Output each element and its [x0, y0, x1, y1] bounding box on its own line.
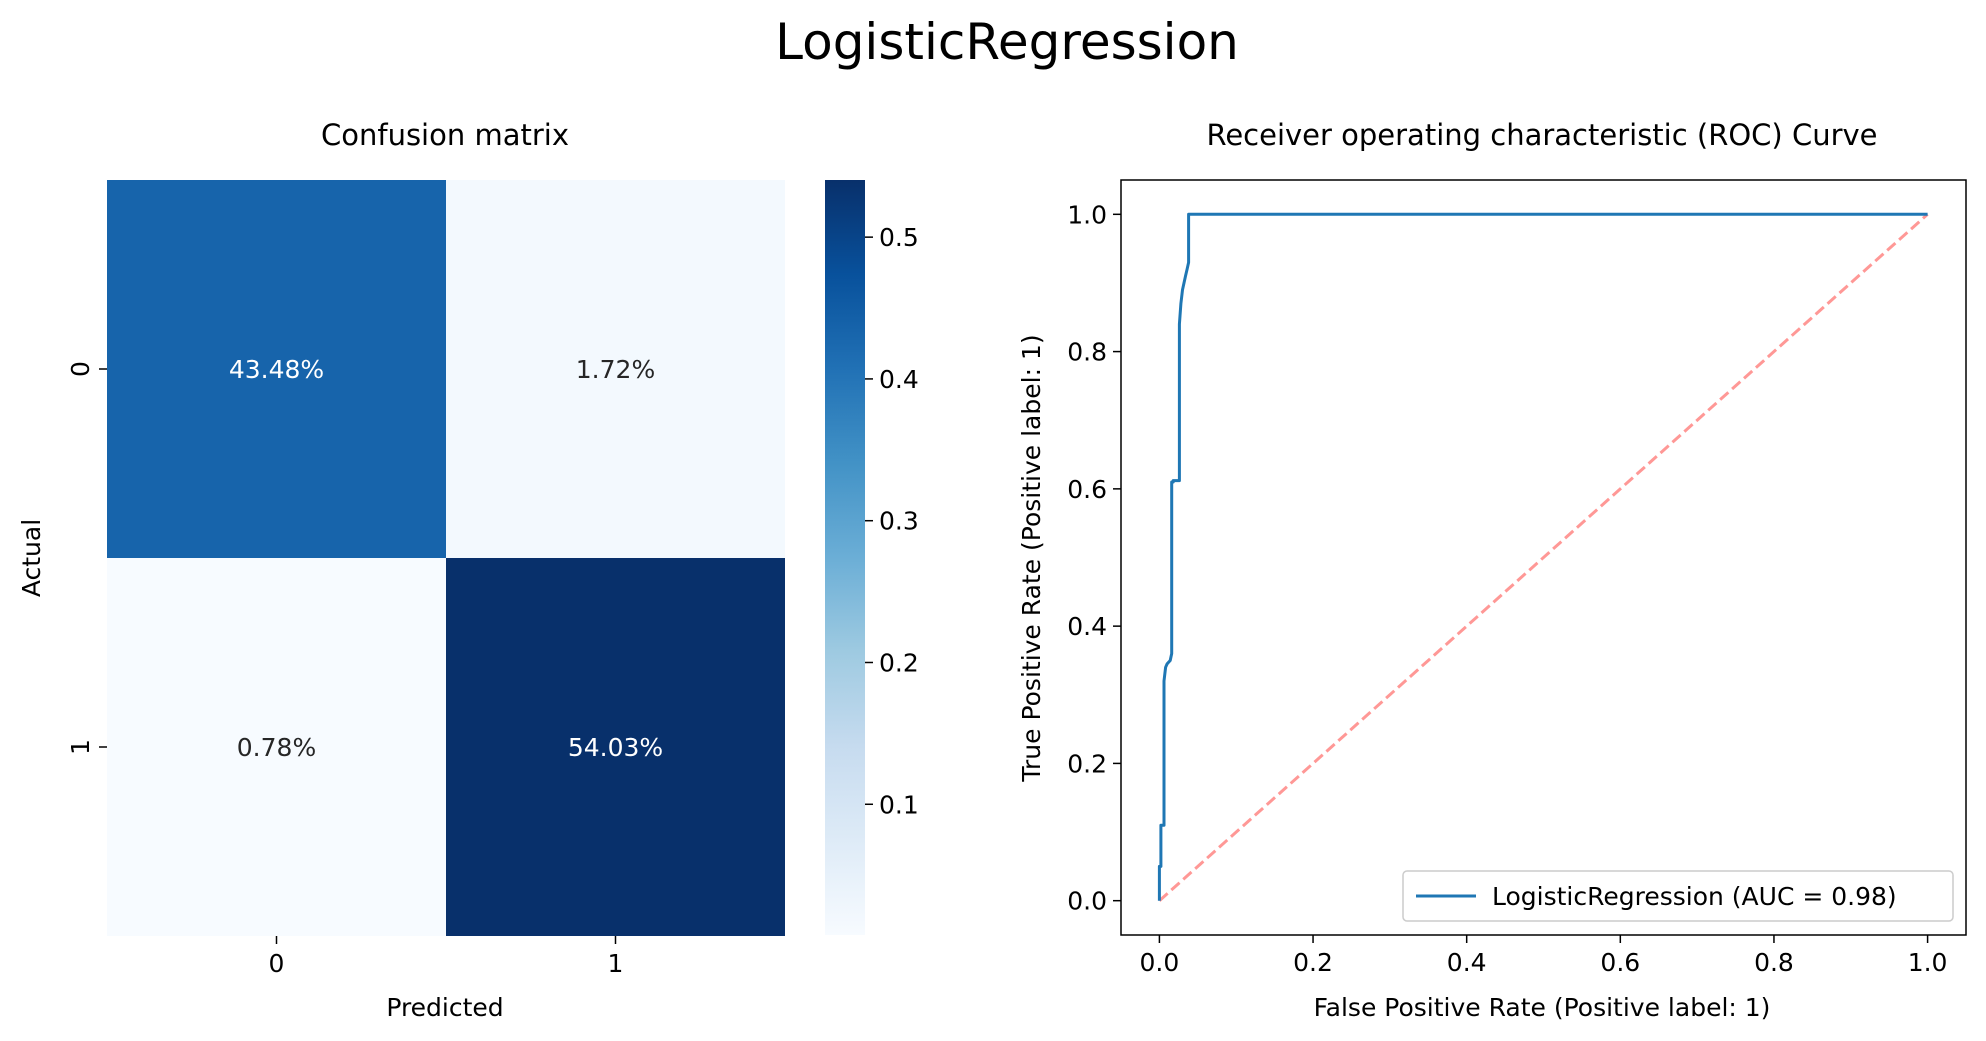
roc-curve-line	[1157, 212, 1928, 901]
roc-x-tick-label: 0.8	[1754, 948, 1794, 977]
roc-title: Receiver operating characteristic (ROC) …	[1206, 118, 1877, 152]
roc-x-tick-label: 0.0	[1140, 948, 1180, 977]
roc-y-ticks: 0.0 0.2 0.4 0.6 0.8 1.0	[1067, 200, 1121, 916]
roc-legend-box	[1402, 870, 1954, 922]
roc-x-tick-label: 0.2	[1293, 948, 1333, 977]
colorbar-tick-label: 0.5	[879, 223, 919, 252]
figure-suptitle: LogisticRegression	[775, 13, 1239, 71]
roc-legend-label: LogisticRegression (AUC = 0.98)	[1492, 882, 1897, 911]
heatmap-annotation-0-0: 43.48%	[229, 355, 324, 384]
confusion-matrix-y-tick-label: 0	[66, 361, 95, 377]
colorbar-tick-label: 0.3	[879, 507, 919, 536]
roc-x-tick-label: 0.4	[1447, 948, 1487, 977]
heatmap-cell-1-1	[446, 558, 785, 936]
colorbar-tick-label: 0.1	[879, 790, 919, 819]
colorbar: 0.1 0.2 0.3 0.4 0.5	[825, 180, 919, 935]
confusion-matrix-xlabel: Predicted	[386, 993, 503, 1022]
colorbar-ticks: 0.1 0.2 0.3 0.4 0.5	[865, 223, 919, 819]
roc-ylabel: True Positive Rate (Positive label: 1)	[1017, 334, 1046, 782]
confusion-matrix-ylabel: Actual	[17, 519, 46, 597]
roc-axes-frame	[1120, 179, 1967, 936]
roc-x-tick-label: 1.0	[1908, 948, 1948, 977]
confusion-matrix-annotations: 43.48% 1.72% 0.78% 54.03%	[229, 355, 663, 762]
chance-diagonal-line	[1158, 213, 1929, 902]
heatmap-cell-1-0	[107, 558, 446, 936]
roc-y-tick-label: 0.6	[1067, 475, 1107, 504]
roc-xlabel: False Positive Rate (Positive label: 1)	[1314, 993, 1771, 1022]
roc-y-tick-label: 0.4	[1067, 612, 1107, 641]
colorbar-gradient	[825, 180, 865, 935]
roc-x-tick-label: 0.6	[1600, 948, 1640, 977]
heatmap-annotation-0-1: 1.72%	[576, 355, 655, 384]
roc-panel: Receiver operating characteristic (ROC) …	[1017, 118, 1967, 1022]
roc-x-ticks: 0.0 0.2 0.4 0.6 0.8 1.0	[1140, 935, 1948, 977]
confusion-matrix-y-tick-label: 1	[66, 739, 95, 755]
heatmap-annotation-1-1: 54.03%	[568, 733, 663, 762]
roc-legend: LogisticRegression (AUC = 0.98)	[1402, 870, 1954, 922]
roc-y-tick-label: 0.2	[1067, 749, 1107, 778]
confusion-matrix-x-tick-label: 1	[608, 949, 624, 978]
roc-y-tick-label: 0.8	[1067, 338, 1107, 367]
confusion-matrix-x-tick-label: 0	[269, 949, 285, 978]
colorbar-tick-label: 0.4	[879, 365, 919, 394]
colorbar-tick-label: 0.2	[879, 648, 919, 677]
heatmap-annotation-1-0: 0.78%	[237, 733, 316, 762]
heatmap-cell-0-1	[446, 180, 785, 558]
confusion-matrix-panel: Confusion matrix 43.48% 1.72%0.78% 54.03% …	[17, 118, 785, 1022]
heatmap-cell-0-0	[107, 180, 446, 558]
roc-series-lines	[1157, 212, 1929, 902]
confusion-matrix-cells	[107, 180, 785, 936]
confusion-matrix-y-ticks: 01	[66, 361, 107, 755]
roc-y-tick-label: 0.0	[1067, 887, 1107, 916]
confusion-matrix-title: Confusion matrix	[321, 118, 569, 152]
roc-y-tick-label: 1.0	[1067, 200, 1107, 229]
